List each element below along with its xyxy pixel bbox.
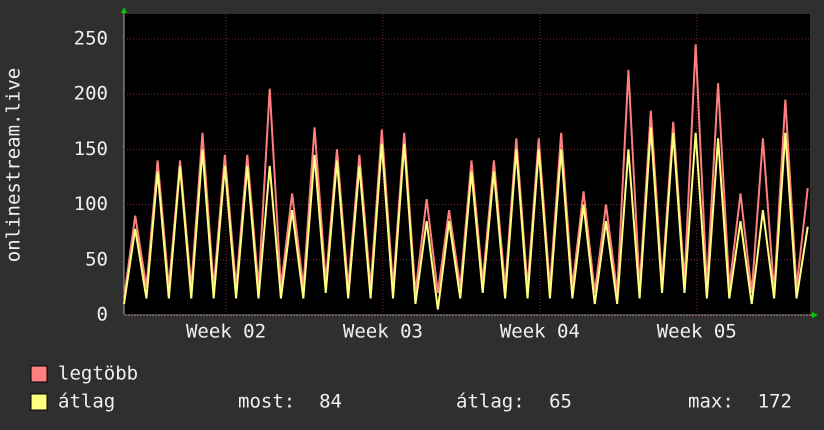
y-tick-label: 200 (74, 83, 108, 105)
stat-label: max: (688, 391, 734, 413)
x-arrow (812, 312, 818, 318)
y-tick-label: 250 (74, 27, 108, 49)
x-tick-label: Week 03 (343, 321, 423, 343)
y-arrow (121, 7, 127, 13)
stat-value: 65 (549, 391, 572, 413)
x-tick-label: Week 04 (500, 321, 580, 343)
legend-label: átlag (58, 391, 115, 413)
y-tick-label: 150 (74, 138, 108, 160)
legend-swatch (30, 365, 48, 383)
x-tick-label: Week 02 (186, 321, 266, 343)
stat-label: átlag: (456, 391, 525, 413)
y-tick-label: 0 (97, 304, 108, 326)
x-tick-label: Week 05 (657, 321, 737, 343)
stat-value: 84 (319, 391, 342, 413)
legend-label: legtöbb (58, 363, 138, 385)
y-tick-label: 100 (74, 193, 108, 215)
stat-label: most: (238, 391, 295, 413)
stat-value: 172 (758, 391, 792, 413)
series-line (123, 127, 809, 310)
legend-swatch (30, 393, 48, 411)
y-tick-label: 50 (85, 248, 108, 270)
y-axis-label: onlinestream.live (3, 68, 25, 262)
